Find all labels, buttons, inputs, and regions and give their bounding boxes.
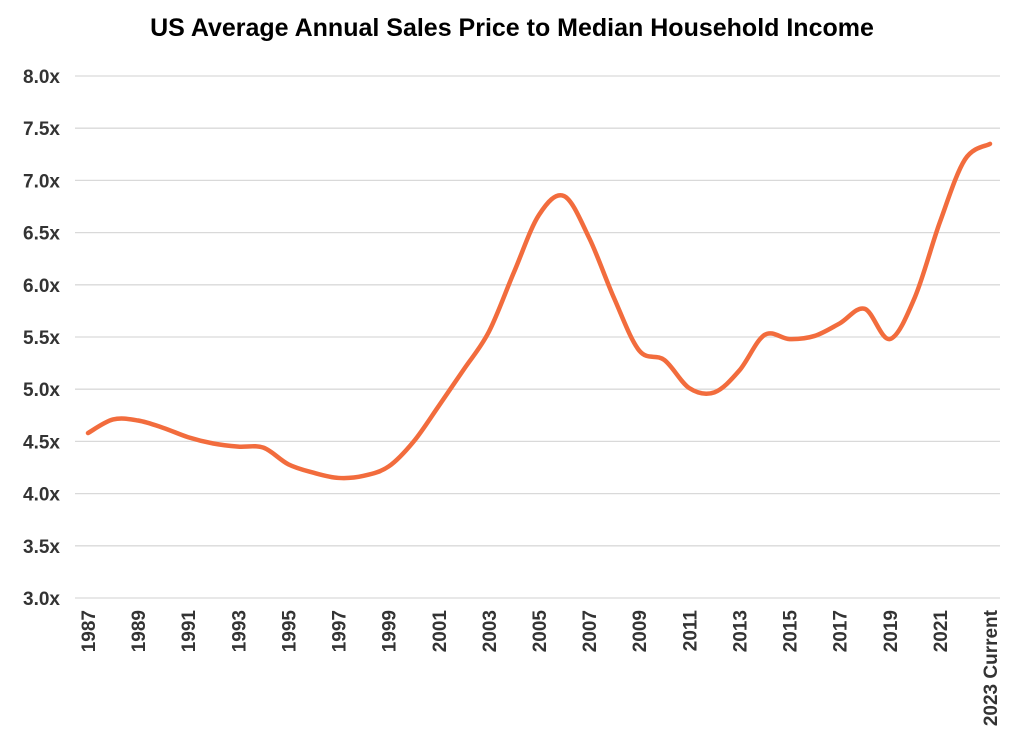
x-tick-label: 2005 — [530, 610, 551, 653]
y-tick-label: 5.0x — [23, 380, 60, 401]
x-axis-tick-labels: 1987 1989 1991 1993 1995 1997 1999 2001 2003 2005… — [79, 609, 1002, 726]
y-tick-label: 6.0x — [23, 276, 60, 297]
x-tick-label: 1993 — [229, 610, 250, 652]
y-tick-label: 5.5x — [23, 328, 60, 349]
x-tick-label: 2019 — [881, 610, 902, 652]
x-tick-label: 2021 — [931, 610, 952, 653]
y-tick-label: 3.0x — [23, 589, 60, 610]
y-tick-label: 6.5x — [23, 224, 60, 245]
x-tick-label: 2023 Current — [981, 609, 1002, 726]
x-tick-label: 1997 — [330, 610, 351, 652]
x-tick-label: 2013 — [730, 610, 751, 652]
y-tick-label: 7.0x — [23, 171, 60, 192]
series — [85, 141, 993, 481]
x-tick-label: 2017 — [831, 610, 852, 652]
x-tick-label: 2003 — [480, 610, 501, 652]
x-tick-label: 2015 — [781, 610, 802, 653]
x-tick-label: 1987 — [79, 610, 100, 652]
y-axis-tick-labels: 3.0x 3.5x 4.0x 4.5x 5.0x 5.5x 6.0x 6.5x 7.0x 7.5x… — [23, 67, 60, 610]
x-tick-label: 1989 — [129, 610, 150, 652]
gridlines — [75, 75, 1000, 599]
chart-title: US Average Annual Sales Price to Median … — [150, 14, 874, 42]
y-tick-label: 4.5x — [23, 432, 60, 453]
x-tick-label: 1991 — [179, 610, 200, 653]
y-tick-label: 3.5x — [23, 537, 60, 558]
y-tick-label: 4.0x — [23, 485, 60, 506]
x-tick-label: 2007 — [580, 610, 601, 652]
series-line — [85, 141, 993, 481]
x-tick-label: 1995 — [279, 610, 300, 653]
y-tick-label: 8.0x — [23, 67, 60, 88]
x-tick-label: 2009 — [630, 610, 651, 652]
y-tick-label: 7.5x — [23, 119, 60, 140]
x-tick-label: 2011 — [680, 610, 701, 652]
x-tick-label: 2001 — [430, 610, 451, 653]
x-tick-label: 1999 — [380, 610, 401, 652]
